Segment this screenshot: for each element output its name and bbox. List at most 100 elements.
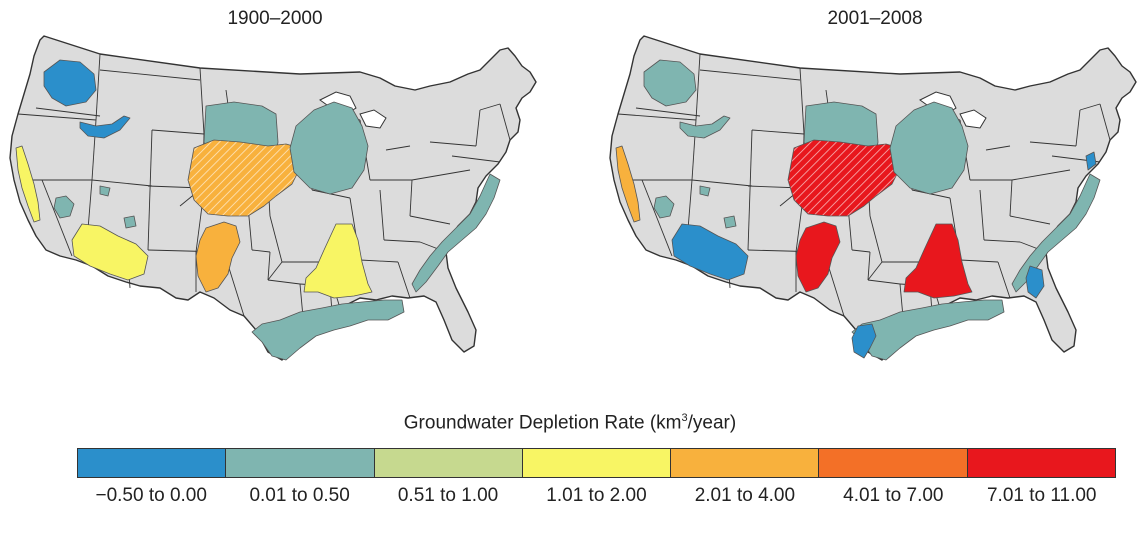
state-border — [867, 261, 883, 281]
state-border — [429, 141, 477, 147]
state-border — [95, 53, 101, 121]
state-border — [851, 249, 871, 253]
state-border — [983, 239, 1021, 243]
state-border — [409, 215, 451, 225]
state-border — [383, 239, 421, 243]
state-border — [751, 129, 805, 135]
state-border — [451, 155, 501, 163]
legend-label-1: 0.01 to 0.50 — [249, 485, 350, 506]
state-border — [635, 107, 701, 117]
aquifer-coastal-plain-atlantic — [1011, 173, 1101, 293]
legend-swatch-6 — [967, 449, 1115, 477]
aquifer-coastal-plain-atlantic — [411, 173, 501, 293]
state-border — [979, 189, 985, 241]
aquifer-central-valley — [615, 145, 641, 223]
state-border — [475, 109, 481, 147]
aquifer-arizona-alluvial — [71, 223, 149, 281]
state-border — [1009, 215, 1051, 225]
map-title-2001-2008: 2001–2008 — [827, 8, 923, 29]
aquifer-high-plains-center — [187, 139, 303, 217]
state-border — [267, 261, 283, 281]
state-border — [151, 129, 205, 135]
state-border — [867, 279, 901, 285]
aquifer-high-plains-south — [195, 221, 241, 293]
state-border — [747, 129, 753, 251]
state-border — [397, 261, 411, 299]
legend-swatch-2 — [374, 449, 523, 477]
state-border — [195, 205, 203, 253]
legend-label-5: 4.01 to 7.00 — [843, 485, 944, 506]
state-border — [199, 67, 205, 135]
state-border — [1009, 179, 1013, 217]
legend-label-6: 7.01 to 11.00 — [986, 485, 1097, 506]
state-border — [1079, 103, 1101, 111]
aquifer-high-plains-south — [795, 221, 841, 293]
state-border — [35, 107, 101, 117]
state-border — [411, 169, 471, 181]
state-border — [1099, 103, 1111, 141]
aquifer-mississippi-embayment — [303, 223, 373, 299]
state-border — [269, 215, 283, 263]
state-border — [17, 113, 97, 121]
aquifer-snake-river-plain — [79, 115, 131, 139]
state-border — [1011, 169, 1071, 181]
legend-label-2: 0.51 to 1.00 — [397, 485, 499, 506]
aquifer-cambrian-ordovician — [889, 101, 969, 195]
state-border — [91, 179, 153, 187]
state-border — [617, 113, 697, 121]
aquifer-arizona-alluvial — [671, 223, 749, 281]
aquifer-coastal-plain-gulf — [851, 299, 1005, 361]
state-border — [997, 261, 1011, 299]
legend-title: Groundwater Depletion Rate (km3/year) — [403, 412, 737, 434]
state-border — [385, 145, 411, 151]
map-title-1900-2000: 1900–2000 — [227, 8, 323, 29]
state-border — [99, 69, 201, 81]
legend-label-0: −0.50 to 0.00 — [95, 485, 207, 506]
state-border — [267, 251, 271, 281]
state-border — [691, 179, 753, 187]
state-border — [641, 179, 673, 257]
state-border — [1075, 109, 1081, 147]
aquifer-basin-range — [653, 185, 737, 229]
state-border — [251, 249, 271, 253]
state-border — [499, 103, 511, 141]
state-border — [147, 129, 153, 251]
state-border — [379, 189, 385, 241]
aquifer-basin-range — [53, 185, 137, 229]
state-border — [959, 259, 999, 263]
state-border — [479, 103, 501, 111]
legend-swatch-4 — [671, 449, 820, 477]
aquifer-snake-river-plain — [679, 115, 731, 139]
state-border — [41, 179, 73, 257]
aquifer-nj-coastal — [1085, 151, 1097, 171]
aquifer-columbia-plateau — [43, 59, 97, 107]
state-border — [869, 215, 883, 263]
legend-labels: −0.50 to 0.00 0.01 to 0.50 0.51 to 1.00 1.0… — [77, 485, 1116, 507]
aquifer-columbia-plateau — [643, 59, 697, 107]
legend-swatch-5 — [819, 449, 968, 477]
legend-label-4: 2.01 to 4.00 — [694, 485, 796, 506]
state-border — [799, 67, 805, 135]
aquifer-mississippi-embayment — [903, 223, 973, 299]
state-border — [795, 205, 803, 253]
state-border — [359, 259, 399, 263]
state-border — [267, 279, 301, 285]
aquifer-coastal-plain-gulf — [251, 299, 405, 361]
legend-swatch-3 — [522, 449, 672, 477]
legend-label-3: 1.01 to 2.00 — [546, 485, 647, 506]
state-border — [985, 145, 1011, 151]
state-border — [1029, 141, 1077, 147]
aquifer-atlantic-south — [1025, 265, 1045, 299]
state-border — [409, 179, 413, 217]
aquifer-cambrian-ordovician — [289, 101, 369, 195]
us-map-2001-2008 — [609, 35, 1137, 361]
aquifer-high-plains-center — [787, 139, 903, 217]
legend-swatch-1 — [226, 449, 375, 477]
state-border — [699, 69, 801, 81]
aquifer-gulf-texas — [851, 323, 877, 359]
us-map-1900-2000 — [9, 35, 537, 361]
legend-swatch-0 — [78, 449, 227, 477]
state-border — [867, 251, 871, 281]
state-border — [695, 53, 701, 121]
aquifer-central-valley — [15, 145, 41, 223]
